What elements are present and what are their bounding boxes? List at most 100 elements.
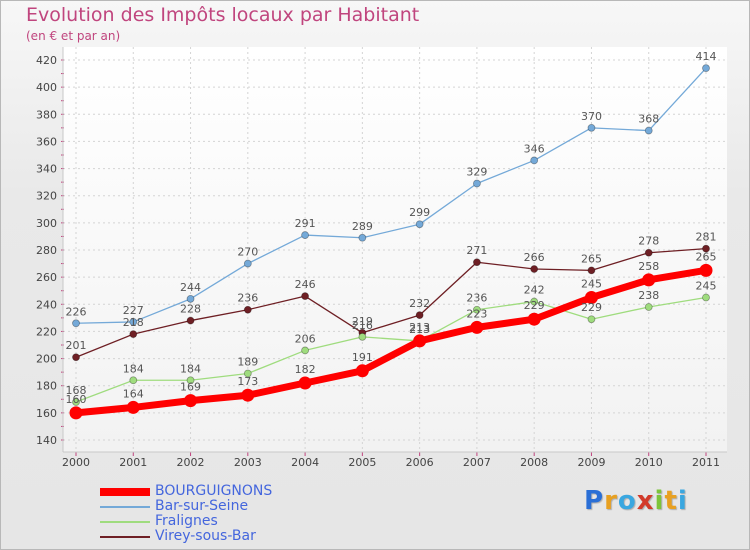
data-label-bourguignons: 245 — [581, 278, 602, 291]
y-tick-label: 340 — [36, 163, 57, 176]
data-point-bourguignons — [584, 291, 598, 304]
data-label-bar-sur-seine: 244 — [180, 281, 201, 294]
y-tick-label: 200 — [36, 353, 57, 366]
data-point-fralignes — [301, 346, 309, 355]
data-label-bourguignons: 173 — [237, 375, 258, 388]
chart-title: Evolution des Impôts locaux par Habitant — [26, 4, 420, 26]
data-point-bar-sur-seine — [644, 126, 653, 135]
logo-letter: i — [677, 486, 688, 516]
data-point-bar-sur-seine — [129, 318, 138, 326]
data-label-virey-sous-bar: 246 — [295, 278, 316, 291]
x-tick-label: 2009 — [577, 456, 605, 469]
y-tick-label: 240 — [36, 298, 57, 311]
legend-item-bar-sur-seine: Bar-sur-Seine — [100, 498, 420, 514]
data-point-bourguignons — [355, 364, 369, 378]
logo-letter: t — [664, 486, 678, 516]
data-point-virey-sous-bar — [72, 353, 80, 362]
data-label-bar-sur-seine: 346 — [524, 142, 545, 155]
x-tick-label: 2000 — [62, 456, 90, 469]
data-label-fralignes: 236 — [466, 292, 487, 305]
data-label-bourguignons: 191 — [352, 351, 373, 364]
y-tick-label: 320 — [36, 190, 57, 203]
data-point-bar-sur-seine — [702, 64, 710, 73]
y-tick-label: 280 — [36, 244, 57, 257]
data-point-bourguignons — [699, 263, 713, 277]
data-point-bar-sur-seine — [72, 319, 80, 328]
data-label-bar-sur-seine: 368 — [638, 113, 659, 126]
data-point-bourguignons — [184, 394, 198, 408]
data-label-fralignes: 245 — [696, 280, 717, 293]
data-label-virey-sous-bar: 278 — [638, 235, 659, 248]
x-tick-label: 2001 — [119, 456, 147, 469]
data-label-fralignes: 168 — [66, 384, 87, 397]
data-point-bourguignons — [241, 388, 255, 402]
data-label-bar-sur-seine: 226 — [66, 305, 87, 318]
data-point-bourguignons — [642, 273, 656, 287]
legend-swatch — [100, 536, 150, 538]
data-point-bourguignons — [126, 400, 140, 414]
logo-letter: r — [604, 486, 618, 516]
data-label-bourguignons: 213 — [409, 321, 430, 334]
logo-letter: P — [584, 486, 605, 516]
data-label-bourguignons: 160 — [66, 393, 87, 406]
legend-item-bourguignons: BOURGUIGNONS — [100, 483, 420, 499]
data-point-bourguignons — [527, 312, 541, 326]
y-tick-label: 220 — [36, 325, 57, 338]
data-point-virey-sous-bar — [301, 292, 309, 301]
data-point-virey-sous-bar — [587, 266, 596, 275]
data-label-virey-sous-bar: 228 — [180, 303, 201, 316]
data-label-fralignes: 206 — [295, 332, 316, 345]
data-point-fralignes — [530, 297, 539, 306]
x-tick-label: 2002 — [177, 456, 205, 469]
data-label-bar-sur-seine: 329 — [466, 166, 487, 179]
data-label-bourguignons: 229 — [524, 299, 545, 312]
plot-area — [63, 47, 727, 452]
data-point-bourguignons — [413, 334, 427, 348]
x-tick-label: 2007 — [463, 456, 491, 469]
data-point-virey-sous-bar — [644, 248, 653, 257]
data-label-bourguignons: 265 — [696, 250, 717, 263]
y-tick-label: 140 — [36, 434, 57, 447]
data-point-bourguignons — [298, 376, 312, 390]
data-point-bar-sur-seine — [301, 231, 309, 239]
logo-letter: i — [654, 486, 665, 516]
y-tick-label: 260 — [36, 271, 57, 284]
y-tick-label: 420 — [36, 54, 57, 67]
series-line-bourguignons — [75, 266, 707, 417]
data-label-fralignes: 229 — [581, 301, 602, 314]
data-label-virey-sous-bar: 219 — [352, 315, 373, 328]
data-point-bar-sur-seine — [415, 220, 424, 229]
data-point-bourguignons — [470, 320, 484, 334]
data-label-virey-sous-bar: 201 — [66, 339, 87, 352]
legend-label: Virey-sous-Bar — [155, 528, 256, 544]
data-label-bourguignons: 182 — [295, 363, 316, 376]
x-tick-label: 2006 — [406, 456, 434, 469]
data-point-virey-sous-bar — [243, 305, 252, 314]
data-label-fralignes: 242 — [524, 284, 545, 297]
data-label-virey-sous-bar: 265 — [581, 252, 602, 265]
x-tick-label: 2003 — [234, 456, 262, 469]
data-point-fralignes — [129, 376, 138, 385]
data-point-fralignes — [358, 332, 367, 341]
data-point-fralignes — [473, 305, 481, 314]
data-label-bourguignons: 223 — [466, 307, 487, 320]
y-tick-label: 180 — [36, 380, 57, 393]
data-label-bar-sur-seine: 227 — [123, 304, 144, 317]
data-label-fralignes: 184 — [123, 362, 144, 375]
data-point-bar-sur-seine — [473, 179, 481, 188]
data-label-fralignes: 189 — [237, 356, 258, 369]
data-label-virey-sous-bar: 266 — [524, 251, 545, 264]
y-tick-label: 400 — [36, 81, 57, 94]
data-point-bar-sur-seine — [243, 259, 252, 268]
data-point-bar-sur-seine — [587, 123, 596, 132]
legend-item-fralignes: Fralignes — [100, 513, 420, 529]
y-tick-label: 300 — [36, 217, 57, 230]
data-label-fralignes: 216 — [352, 319, 373, 332]
data-point-fralignes — [644, 303, 653, 311]
data-point-bar-sur-seine — [186, 294, 195, 303]
data-label-fralignes: 238 — [638, 289, 659, 302]
data-point-bar-sur-seine — [358, 233, 367, 242]
legend-label: Bar-sur-Seine — [155, 498, 249, 514]
y-tick-label: 160 — [36, 407, 57, 420]
